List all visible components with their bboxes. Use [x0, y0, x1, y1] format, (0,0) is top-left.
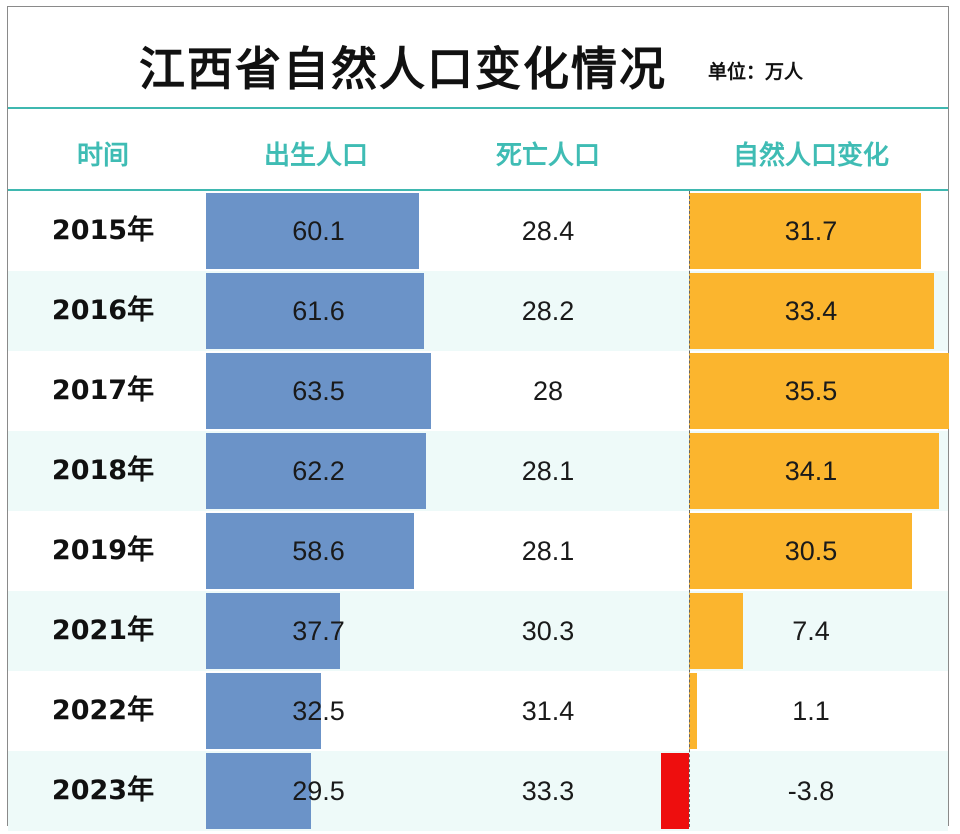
natural-change-bar: [689, 273, 934, 349]
header-row: 时间 出生人口 死亡人口 自然人口变化: [8, 109, 948, 191]
year-label: 2017年: [51, 375, 155, 406]
year-label: 2015年: [51, 215, 155, 246]
year-label: 2021年: [51, 615, 155, 646]
table-row: 2019年 58.6 28.1 30.5: [8, 511, 948, 591]
births-value: 60.1: [292, 216, 345, 246]
table-row: 2017年 63.5 28 35.5: [8, 351, 949, 431]
natural-change-value: 7.4: [792, 616, 830, 646]
births-value: 37.7: [292, 616, 345, 646]
births-bar: [206, 433, 427, 509]
natural-change-bar: [689, 353, 949, 429]
natural-change-value: 1.1: [792, 696, 830, 726]
births-bar: [206, 273, 425, 349]
births-bar: [206, 673, 322, 749]
table-row: 2021年 37.7 30.3 7.4: [8, 591, 948, 671]
year-label: 2023年: [51, 775, 155, 806]
deaths-value: 28.4: [521, 216, 575, 246]
births-bar: [206, 513, 414, 589]
natural-change-bar: [689, 433, 939, 509]
births-value: 58.6: [292, 536, 345, 566]
table-body: 2015年 60.1 28.4 31.7 2016年 61.6 28.2 33.4 2017年 6…: [8, 191, 949, 831]
births-bar: [206, 593, 340, 669]
deaths-value: 28.1: [521, 456, 575, 486]
births-value: 62.2: [292, 456, 345, 486]
deaths-value: 28.2: [521, 296, 575, 326]
year-label: 2018年: [51, 455, 155, 486]
table-row: 2018年 62.2 28.1 34.1: [8, 431, 948, 511]
header-natural-change: 自然人口变化: [732, 141, 889, 171]
births-value: 63.5: [292, 376, 345, 406]
natural-change-bar: [689, 593, 744, 669]
year-label: 2022年: [51, 695, 155, 726]
header-deaths: 死亡人口: [495, 141, 600, 171]
births-value: 61.6: [292, 296, 345, 326]
deaths-value: 28: [532, 376, 564, 406]
deaths-value: 30.3: [521, 616, 575, 646]
births-value: 29.5: [292, 776, 345, 806]
natural-change-bar: [689, 513, 913, 589]
title-row: 江西省自然人口变化情况 单位：万人: [8, 7, 948, 109]
natural-change-value: 30.5: [784, 536, 838, 566]
deaths-value: 28.1: [521, 536, 575, 566]
natural-change-value: 31.7: [784, 216, 838, 246]
deaths-value: 33.3: [521, 776, 575, 806]
year-label: 2019年: [51, 535, 155, 566]
natural-change-bar-negative: [661, 753, 689, 829]
table-frame: 江西省自然人口变化情况 单位：万人 时间 出生人口 死亡人口 自然人口变化 20…: [7, 6, 949, 831]
zero-axis-line: [689, 191, 690, 827]
table-row: 2016年 61.6 28.2 33.4: [8, 271, 948, 351]
header-births: 出生人口: [263, 141, 368, 171]
births-bar: [206, 193, 419, 269]
chart-title: 江西省自然人口变化情况: [139, 42, 667, 96]
table-row: 2015年 60.1 28.4 31.7: [8, 191, 948, 271]
natural-change-bar: [689, 193, 922, 269]
natural-change-value: 35.5: [784, 376, 838, 406]
natural-change-value: 34.1: [784, 456, 838, 486]
natural-change-value: -3.8: [787, 776, 835, 806]
births-bar: [206, 353, 431, 429]
natural-change-bar: [689, 673, 698, 749]
unit-label: 单位：万人: [708, 61, 804, 83]
year-label: 2016年: [51, 295, 155, 326]
births-bar: [206, 753, 311, 829]
deaths-value: 31.4: [521, 696, 575, 726]
header-time: 时间: [76, 141, 129, 171]
table-row: 2022年 32.5 31.4 1.1: [8, 671, 948, 751]
natural-change-value: 33.4: [784, 296, 838, 326]
births-value: 32.5: [292, 696, 345, 726]
table-row: 2023年 29.5 33.3 -3.8: [8, 751, 948, 831]
